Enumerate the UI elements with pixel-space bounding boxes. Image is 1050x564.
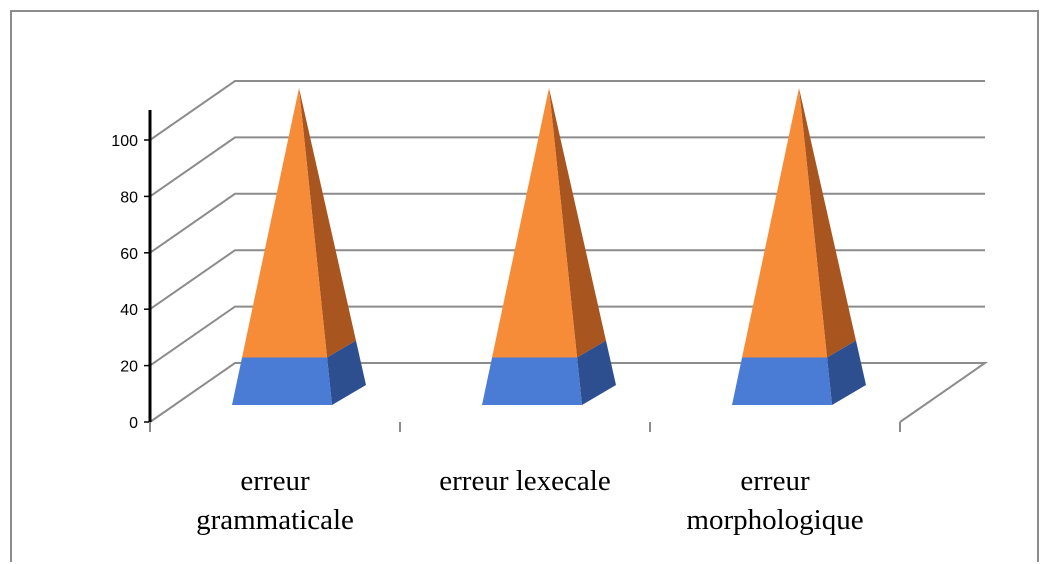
pyramid-segment — [492, 88, 578, 358]
grid-layer — [149, 80, 989, 423]
x-category-label: morphologique — [686, 504, 863, 536]
pyramid-segment — [732, 357, 832, 405]
x-category-label: erreur — [740, 465, 810, 497]
gridline — [149, 136, 985, 198]
x-category-label: erreur lexecale — [439, 465, 610, 497]
pyramid-segment — [482, 357, 582, 405]
gridline — [149, 80, 985, 141]
pyramid-side-face — [299, 88, 356, 358]
y-tick-label: 100 — [111, 133, 138, 150]
gridline — [149, 249, 985, 311]
gridline — [149, 192, 985, 254]
pyramid-side-face — [827, 340, 866, 405]
label-layer: 0 20 40 60 80 100 erreur grammaticale erreur lex… — [111, 133, 863, 536]
pyramid-segment — [242, 88, 328, 358]
pyramid-segment — [742, 88, 828, 358]
y-tick-label: 0 — [129, 415, 138, 432]
y-tick-label: 40 — [120, 302, 138, 319]
pyramid-segment — [232, 357, 332, 405]
pyramid-side-face — [327, 340, 366, 405]
chart-border — [10, 10, 1039, 562]
pyramid-side-face — [577, 340, 616, 405]
pyramid-side-face — [549, 88, 606, 358]
mark-layer — [232, 88, 866, 405]
x-category-label: grammaticale — [196, 504, 354, 536]
gridline — [149, 305, 985, 367]
y-tick-label: 60 — [120, 246, 138, 263]
axis-layer — [144, 110, 901, 432]
pyramid-side-face — [799, 88, 856, 358]
y-tick-label: 80 — [120, 189, 138, 206]
y-tick-label: 20 — [120, 359, 138, 376]
x-category-label: erreur — [240, 465, 310, 497]
